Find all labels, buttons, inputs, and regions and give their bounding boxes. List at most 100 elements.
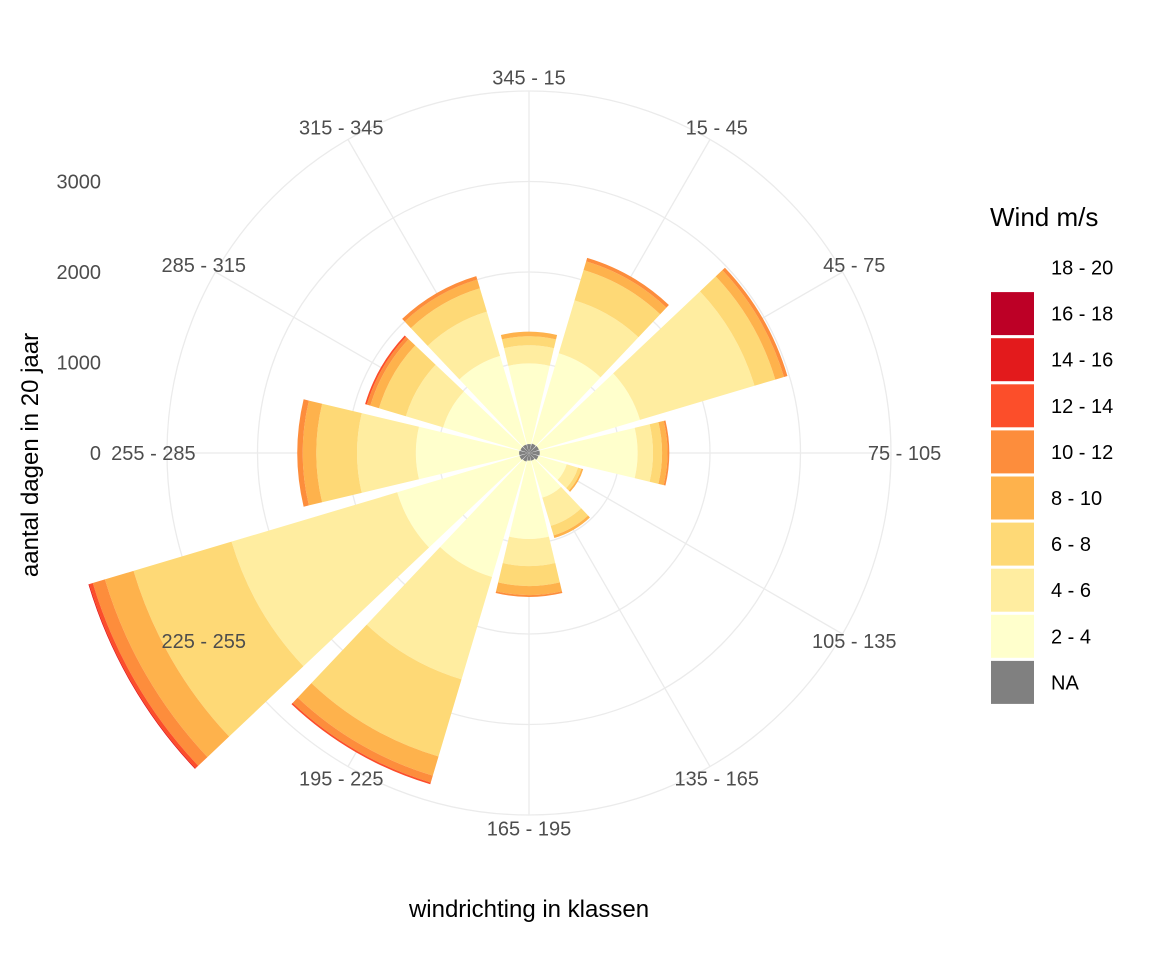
bar-225-255-NA bbox=[519, 453, 529, 460]
direction-label-195-225: 195 - 225 bbox=[299, 768, 384, 790]
legend-key-12-14 bbox=[991, 384, 1034, 428]
bar-345-15-8-10 bbox=[500, 331, 558, 340]
direction-label-285-315: 285 - 315 bbox=[161, 255, 246, 277]
bar-195-225-NA bbox=[522, 453, 529, 462]
bar-285-315-2-4 bbox=[443, 391, 523, 451]
bar-285-315-10-12 bbox=[366, 336, 409, 406]
bar-255-285-10-12 bbox=[297, 399, 309, 507]
bar-315-345-10-12 bbox=[402, 276, 478, 322]
bar-165-195-8-10 bbox=[496, 582, 562, 596]
legend-label-4-6: 4 - 6 bbox=[1051, 580, 1091, 602]
bar-315-345-8-10 bbox=[404, 279, 480, 329]
bar-195-225-8-10 bbox=[297, 683, 439, 776]
legend-label-12-14: 12 - 14 bbox=[1051, 396, 1113, 418]
legend-key-16-18 bbox=[991, 292, 1034, 336]
bar-225-255-6-8 bbox=[133, 541, 304, 737]
legend-label-2-4: 2 - 4 bbox=[1051, 626, 1091, 648]
bar-345-15-6-8 bbox=[501, 336, 557, 349]
bar-285-315-8-10 bbox=[370, 339, 416, 409]
bar-105-135-NA bbox=[529, 453, 539, 460]
bar-195-225-4-6 bbox=[366, 547, 493, 680]
y-axis-title: aantal dagen in 20 jaar bbox=[17, 333, 44, 577]
bar-225-255-10-12 bbox=[92, 579, 208, 766]
bar-15-45-4-6 bbox=[558, 300, 639, 378]
direction-label-45-75: 45 - 75 bbox=[823, 255, 885, 277]
bar-75-105-10-12 bbox=[663, 420, 670, 486]
bar-15-45-NA bbox=[529, 443, 536, 453]
bar-45-75-6-8 bbox=[699, 276, 776, 386]
bar-315-345-2-4 bbox=[459, 355, 527, 447]
bar-285-315-6-8 bbox=[378, 345, 436, 417]
bar-135-165-8-10 bbox=[553, 515, 590, 538]
bar-165-195-2-4 bbox=[509, 460, 549, 539]
bar-135-165-2-4 bbox=[531, 458, 562, 498]
radial-tick-3000: 3000 bbox=[57, 172, 102, 194]
bar-225-255-8-10 bbox=[104, 570, 230, 758]
legend-label-8-10: 8 - 10 bbox=[1051, 488, 1102, 510]
radial-tick-0: 0 bbox=[90, 443, 101, 465]
bar-45-75-8-10 bbox=[715, 270, 784, 380]
legend-key-10-12 bbox=[991, 430, 1034, 474]
direction-label-345-15: 345 - 15 bbox=[492, 67, 565, 89]
legend-key-8-10 bbox=[991, 476, 1034, 520]
legend: Wind m/s 18 - 20 16 - 18 14 - 16 12 - 14 10 … bbox=[990, 202, 1113, 704]
legend-label-NA: NA bbox=[1051, 672, 1079, 694]
bar-255-285-NA bbox=[519, 450, 529, 456]
bar-75-105-6-8 bbox=[649, 422, 663, 484]
bar-105-135-4-6 bbox=[557, 464, 579, 489]
radial-tick-1000: 1000 bbox=[57, 353, 102, 375]
bar-195-225-6-8 bbox=[311, 624, 462, 757]
legend-label-16-18: 16 - 18 bbox=[1051, 304, 1113, 326]
radial-ticks: 0 1000 2000 3000 bbox=[57, 172, 102, 466]
bar-255-285-8-10 bbox=[302, 400, 323, 506]
legend-label-10-12: 10 - 12 bbox=[1051, 442, 1113, 464]
bar-255-285-6-8 bbox=[316, 403, 362, 503]
legend-key-14-16 bbox=[991, 338, 1034, 382]
bar-315-345-6-8 bbox=[410, 288, 487, 346]
bar-165-195-10-12 bbox=[495, 591, 563, 597]
legend-key-6-8 bbox=[991, 522, 1034, 566]
direction-label-135-165: 135 - 165 bbox=[675, 768, 760, 790]
direction-labels: 345 - 15 15 - 45 45 - 75 75 - 105 105 - 135 1… bbox=[111, 67, 941, 840]
bar-105-135-2-4 bbox=[536, 455, 567, 481]
bar-105-135-8-10 bbox=[568, 468, 584, 492]
bar-285-315-NA bbox=[520, 446, 529, 453]
bar-225-255-2-4 bbox=[397, 455, 522, 548]
bar-345-15-4-6 bbox=[504, 345, 554, 366]
legend-label-6-8: 6 - 8 bbox=[1051, 534, 1091, 556]
bar-15-45-8-10 bbox=[583, 261, 667, 315]
bar-165-195-NA bbox=[527, 453, 531, 461]
bar-195-225-10-12 bbox=[292, 697, 433, 783]
bar-195-225-2-4 bbox=[440, 459, 527, 578]
bar-165-195-6-8 bbox=[498, 563, 560, 587]
direction-label-255-285: 255 - 285 bbox=[111, 443, 196, 465]
legend-key-2-4 bbox=[991, 614, 1034, 658]
legend-label-18-20: 18 - 20 bbox=[1051, 258, 1113, 280]
bar-315-345-NA bbox=[522, 444, 529, 453]
bar-135-165-6-8 bbox=[550, 508, 589, 536]
bar-105-135-6-8 bbox=[566, 467, 582, 491]
bar-285-315-4-6 bbox=[405, 364, 464, 428]
bar-135-165-4-6 bbox=[542, 486, 582, 526]
bar-75-105-8-10 bbox=[658, 420, 668, 486]
legend-key-NA bbox=[991, 660, 1034, 704]
bar-165-195-4-6 bbox=[502, 536, 556, 567]
direction-label-105-135: 105 - 135 bbox=[812, 631, 897, 653]
bar-45-75-4-6 bbox=[613, 291, 755, 420]
bar-315-345-4-6 bbox=[427, 311, 501, 380]
bar-345-15-NA bbox=[526, 443, 532, 453]
bar-15-45-2-4 bbox=[531, 353, 601, 446]
legend-key-18-20 bbox=[991, 246, 1034, 289]
direction-label-315-345: 315 - 345 bbox=[299, 118, 384, 140]
bar-255-285-2-4 bbox=[415, 426, 520, 480]
legend-key-4-6 bbox=[991, 568, 1034, 612]
bar-15-45-6-8 bbox=[574, 270, 661, 338]
bar-225-255-4-6 bbox=[231, 492, 430, 667]
legend-label-14-16: 14 - 16 bbox=[1051, 350, 1113, 372]
bar-45-75-NA bbox=[529, 445, 539, 453]
x-axis-title: windrichting in klassen bbox=[408, 896, 649, 923]
direction-label-225-255: 225 - 255 bbox=[161, 631, 246, 653]
bar-135-165-NA bbox=[529, 453, 535, 461]
